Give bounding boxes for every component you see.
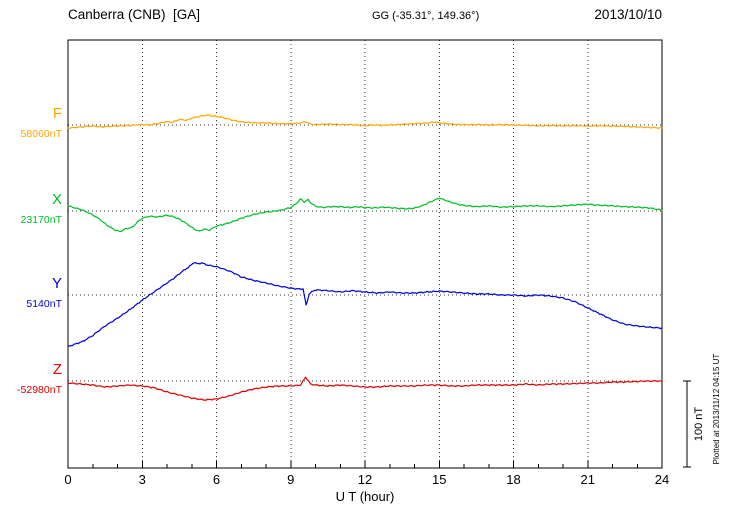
- traces: [67, 114, 663, 401]
- trace-X: [67, 197, 663, 233]
- x-tick-labels: 0 3 6 9 12 15 18 21 24: [64, 472, 669, 487]
- series-Y-baseline-value: 5140nT: [26, 298, 62, 310]
- plot-date: 2013/10/10: [594, 7, 662, 22]
- series-Z-label: Z: [52, 361, 62, 378]
- svg-text:6: 6: [213, 472, 220, 487]
- series-Z-baseline-value: -52980nT: [17, 384, 62, 396]
- svg-text:24: 24: [655, 472, 669, 487]
- series-X-baseline-value: 23170nT: [20, 214, 62, 226]
- svg-text:18: 18: [506, 472, 520, 487]
- svg-text:21: 21: [581, 472, 595, 487]
- trace-F: [67, 114, 663, 129]
- series-F-label: F: [52, 105, 62, 122]
- trace-Z: [67, 376, 663, 401]
- svg-text:3: 3: [139, 472, 146, 487]
- grid-lines: [68, 40, 662, 468]
- series-X-label: X: [51, 191, 62, 208]
- station-title: Canberra (CNB) [GA]: [68, 7, 201, 22]
- svg-text:12: 12: [358, 472, 372, 487]
- scale-bar: 100 nT: [683, 380, 705, 468]
- svg-text:0: 0: [64, 472, 71, 487]
- scale-bar-label: 100 nT: [693, 407, 705, 442]
- trace-Y: [67, 261, 663, 347]
- series-Y-label: Y: [51, 275, 62, 292]
- svg-text:15: 15: [432, 472, 446, 487]
- plotted-timestamp-note: Plotted at 2013/11/12 04:15 UT: [712, 354, 721, 465]
- geo-coordinates: GG (-35.31°, 149.36°): [372, 10, 480, 22]
- series-F-baseline-value: 58060nT: [20, 128, 62, 140]
- x-axis-title: U T (hour): [336, 489, 395, 504]
- axis-ticks: [67, 461, 663, 468]
- svg-text:9: 9: [287, 472, 294, 487]
